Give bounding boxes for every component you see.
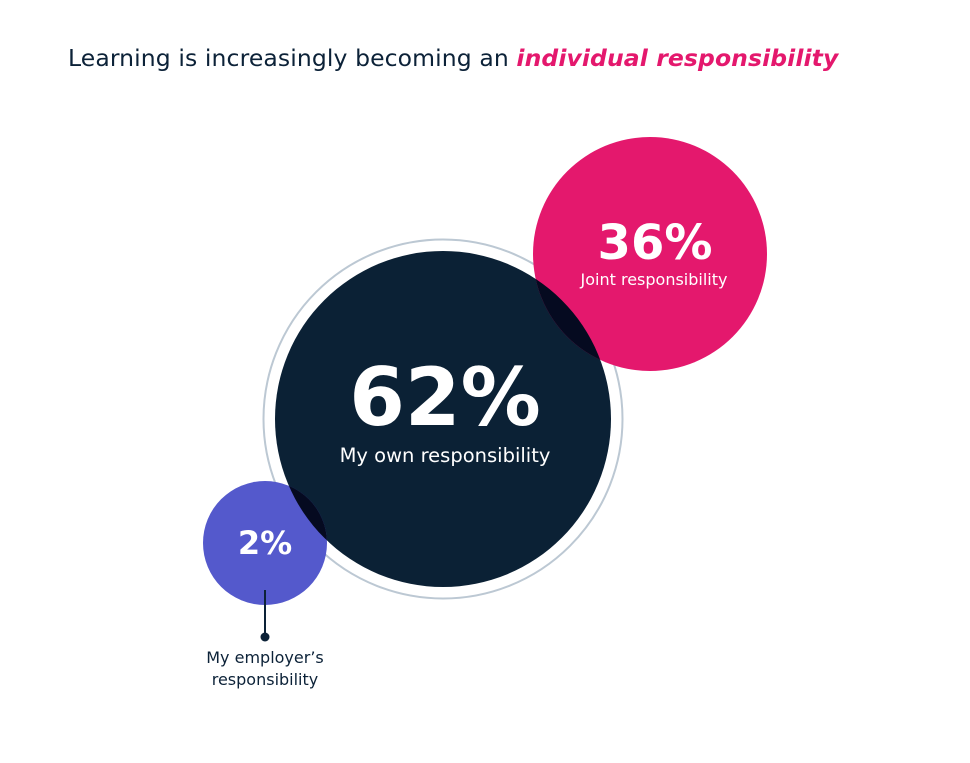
- bubble-own: [275, 251, 611, 587]
- series-label-employer-line2: responsibility: [212, 670, 319, 689]
- series-label-own: My own responsibility: [340, 444, 551, 467]
- bubble-joint: [533, 137, 767, 371]
- value-label-own: 62%: [349, 351, 540, 444]
- chart-title: Learning is increasingly becoming an ind…: [68, 44, 838, 72]
- series-label-joint: Joint responsibility: [580, 270, 728, 289]
- chart-title-prefix: Learning is increasingly becoming an: [68, 44, 517, 72]
- employer-leader-dot: [260, 632, 270, 642]
- series-label-employer-line1: My employer’s: [206, 648, 324, 667]
- value-label-employer: 2%: [238, 524, 292, 562]
- value-label-joint: 36%: [598, 215, 713, 271]
- chart-title-highlight: individual responsibility: [516, 44, 839, 72]
- bubble-employer: [203, 481, 327, 605]
- bubble-own-ring: [262, 238, 624, 600]
